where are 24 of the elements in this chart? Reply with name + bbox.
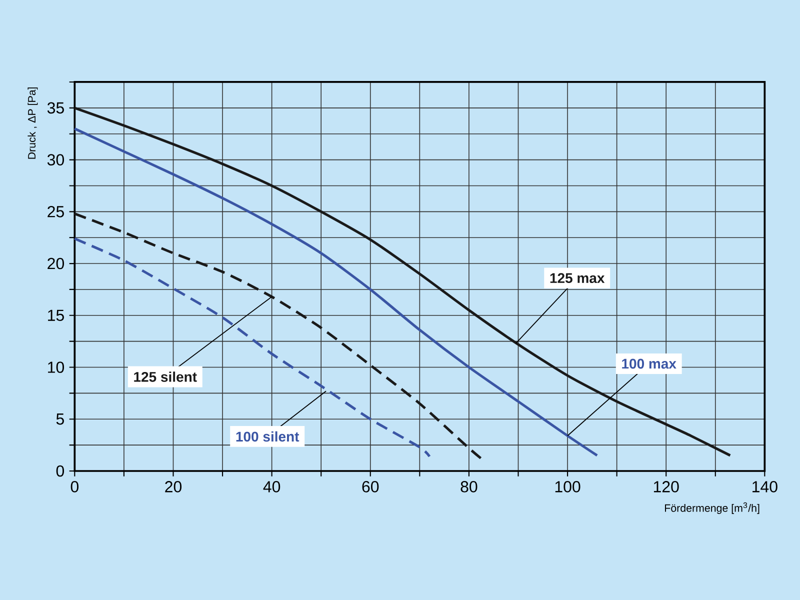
y-axis-title: Druck , ΔP [Pa]	[28, 87, 38, 159]
y-tick-label: 30	[47, 154, 64, 166]
y-tick-label: 15	[48, 310, 64, 321]
annotation: 125 silent	[134, 372, 197, 382]
x-tick-label: 20	[165, 481, 182, 492]
line-series	[73, 237, 431, 458]
annotation: 100 silent	[236, 431, 300, 442]
y-tick-label: 5	[56, 414, 64, 425]
y-tick-label: 25	[48, 206, 64, 218]
y-tick-label: 0	[56, 465, 64, 477]
x-tick-label: 0	[70, 481, 78, 492]
x-tick-label: 40	[263, 481, 280, 492]
x-tick-label: 60	[362, 481, 379, 492]
x-tick-label: 120	[654, 481, 679, 492]
y-tick-label: 35	[47, 102, 64, 114]
x-tick-label: 100	[555, 481, 580, 492]
annotation: 125 max	[550, 273, 605, 284]
y-tick-label: 20	[48, 258, 64, 270]
x-tick-label: 140	[752, 481, 778, 492]
y-tick-label: 10	[48, 362, 64, 373]
x-axis-title: Fördermenge [m$^{3}$/h]	[665, 502, 760, 514]
annotation: 100 max	[622, 358, 676, 369]
line-series	[73, 106, 732, 457]
x-tick-label: 80	[460, 481, 478, 492]
